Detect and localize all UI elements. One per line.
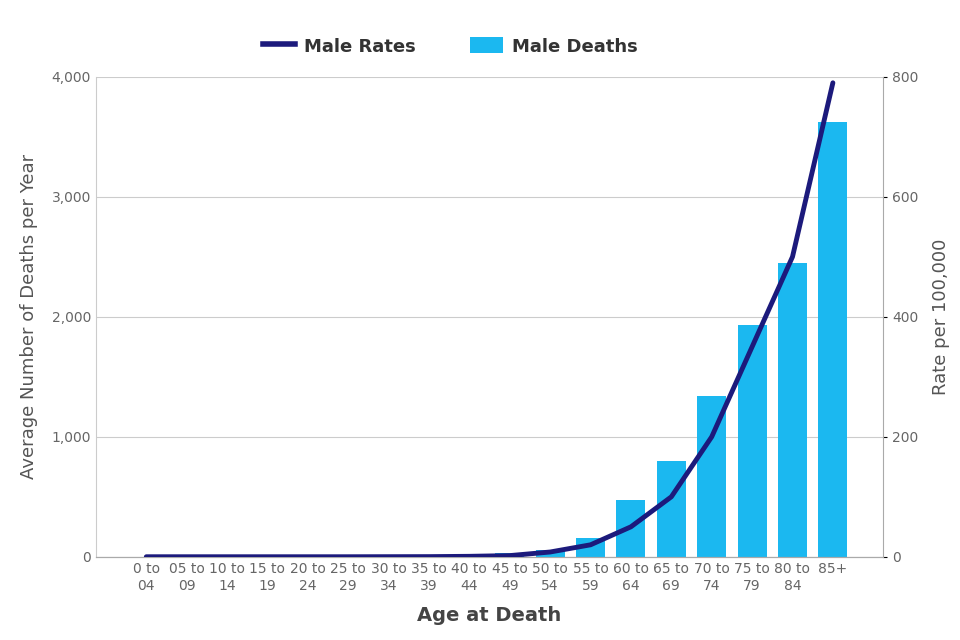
- Bar: [495, 552, 524, 557]
- Y-axis label: Rate per 100,000: Rate per 100,000: [932, 239, 950, 395]
- Bar: [657, 461, 685, 557]
- Bar: [737, 325, 767, 557]
- Bar: [697, 396, 727, 557]
- Bar: [778, 263, 807, 557]
- Y-axis label: Average Number of Deaths per Year: Average Number of Deaths per Year: [20, 154, 37, 479]
- Bar: [576, 538, 605, 557]
- Bar: [536, 550, 564, 557]
- Legend: Male Rates, Male Deaths: Male Rates, Male Deaths: [253, 28, 647, 65]
- X-axis label: Age at Death: Age at Death: [418, 607, 562, 625]
- Bar: [616, 500, 645, 557]
- Bar: [455, 555, 484, 557]
- Bar: [818, 122, 848, 557]
- Bar: [415, 556, 444, 557]
